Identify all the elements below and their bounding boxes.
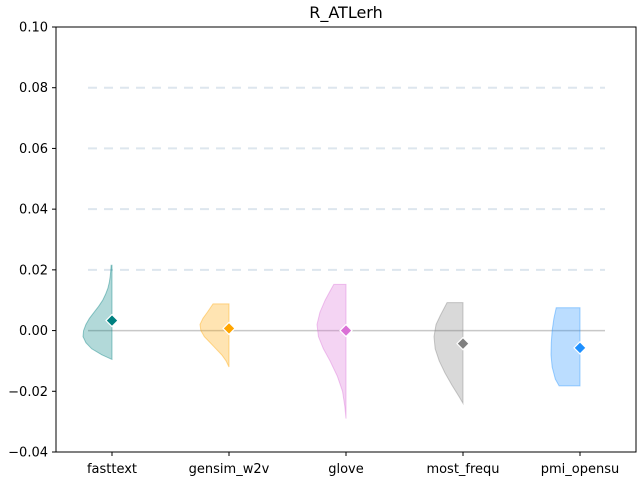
grid-lines [88,86,605,271]
violin-fasttext [82,264,113,361]
x-tick-label: pmi_opensu [541,462,619,477]
y-tick-label: 0.10 [19,21,48,36]
x-axis-ticks: fasttext gensim_w2v glove most_frequ pmi_ope… [87,452,619,477]
y-tick-label: 0.06 [19,142,48,157]
mean-marker-pmi_opensu [573,341,587,355]
violin-glove [316,283,347,419]
y-tick-label: 0.02 [19,263,48,278]
x-tick-label: fasttext [87,462,137,477]
y-tick-label: 0.00 [19,324,48,339]
y-tick-label: 0.04 [19,203,48,218]
mean-marker-fasttext [105,313,119,328]
violin-gensim_w2v [199,303,230,368]
y-axis-ticks: −0.04 −0.02 0.00 0.02 0.04 0.06 0.08 0.10 [8,21,56,461]
y-tick-label: 0.08 [19,81,48,96]
x-tick-label: gensim_w2v [189,462,270,477]
chart-title: R_ATLerh [309,3,383,23]
y-tick-label: −0.02 [8,385,48,400]
violins [82,264,587,419]
mean-marker-most_frequ [456,336,470,351]
y-tick-label: −0.04 [8,446,48,461]
mean-marker-gensim_w2v [222,321,236,336]
mean-marker-glove [339,323,353,338]
violin-pmi_opensu [550,307,581,387]
x-tick-label: most_frequ [426,462,499,477]
violin-most_frequ [433,302,464,406]
x-tick-label: glove [328,462,364,477]
